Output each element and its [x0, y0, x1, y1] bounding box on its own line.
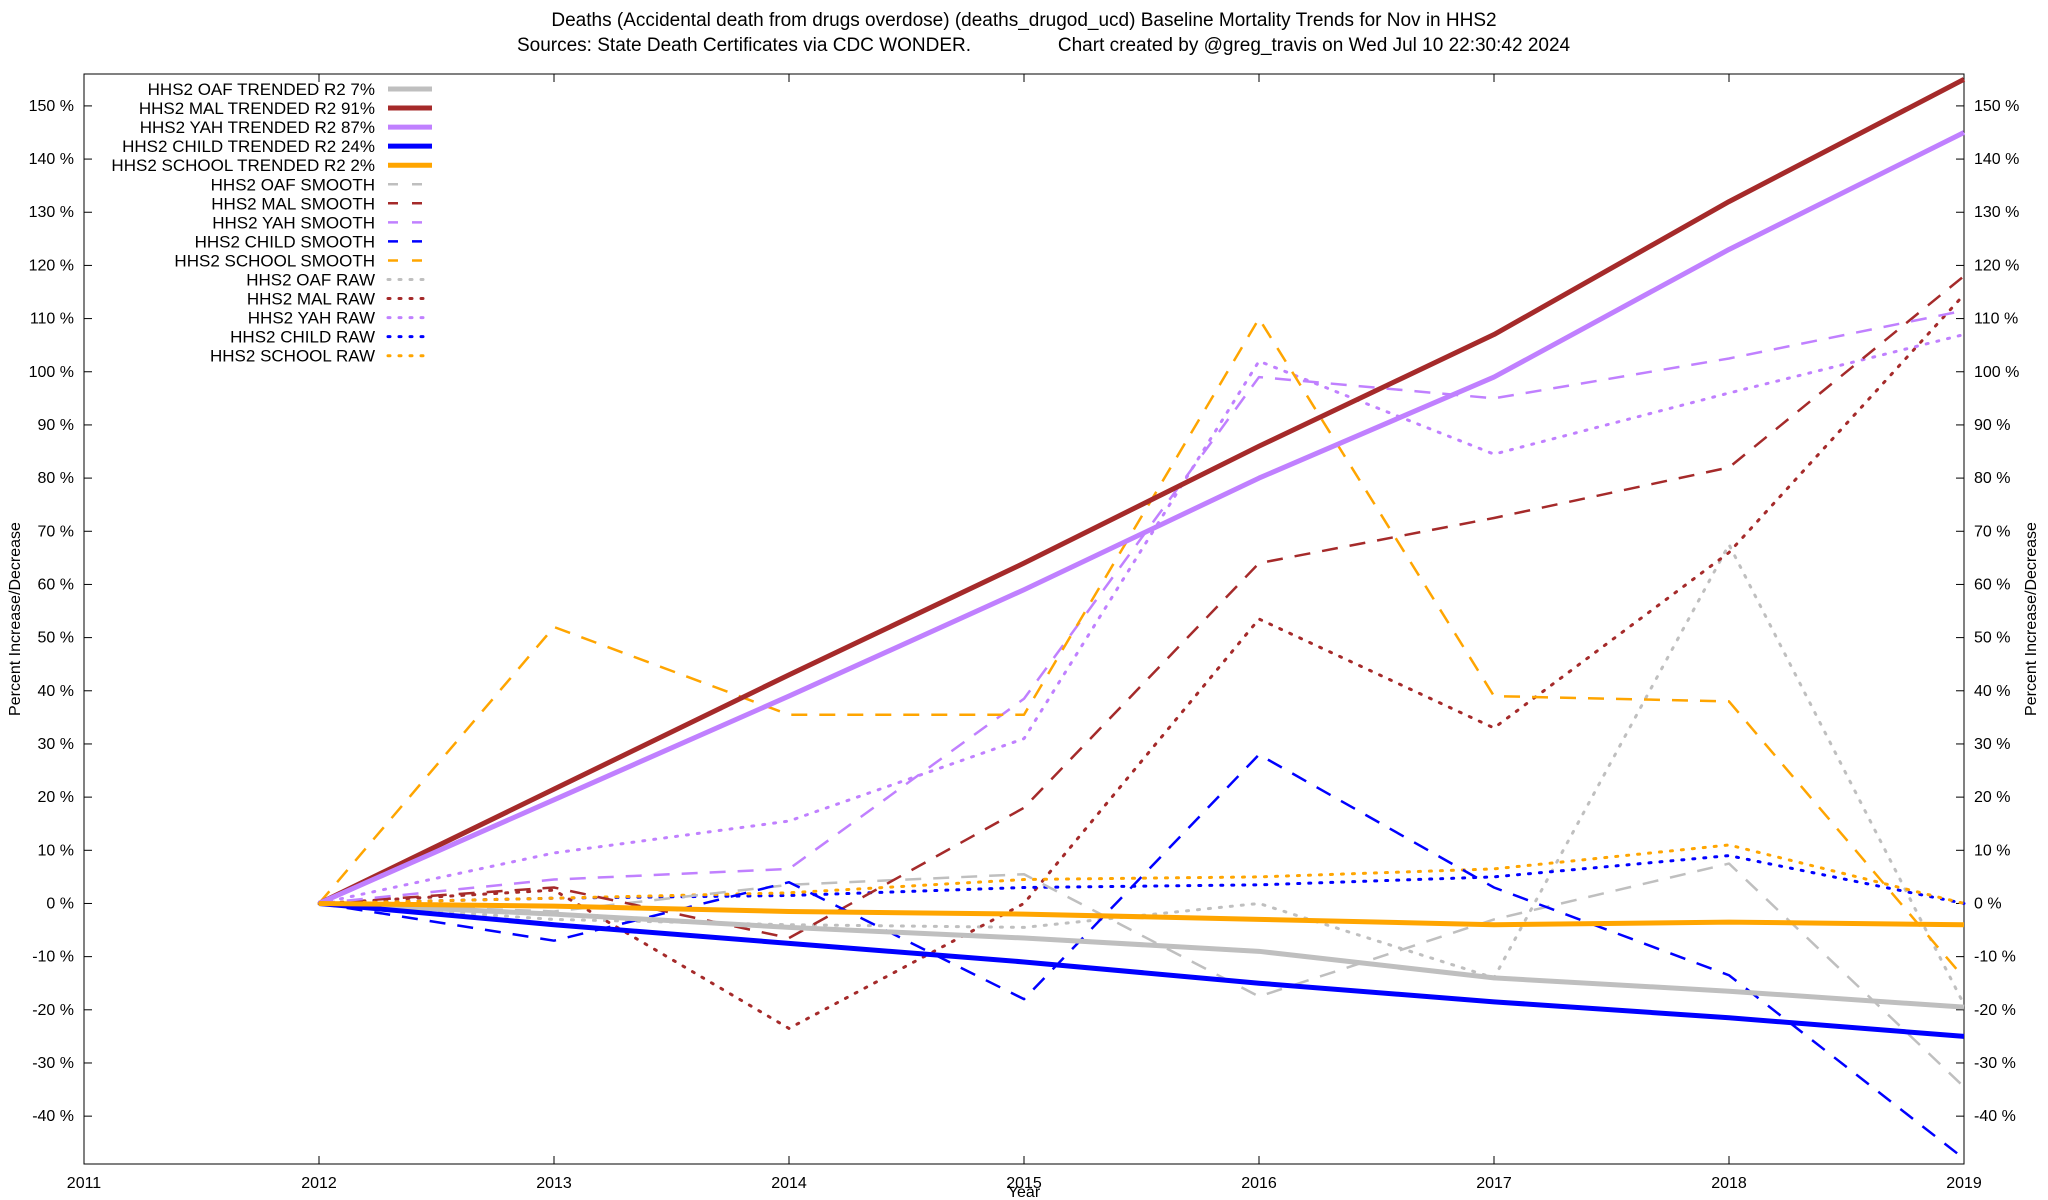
y-tick-label-right: 100 %	[1974, 364, 2019, 381]
y-tick-label-left: 0 %	[46, 895, 74, 912]
y-tick-label-right: 60 %	[1974, 576, 2010, 593]
y-tick-label-left: 60 %	[38, 576, 74, 593]
x-tick-label: 2016	[1241, 1175, 1277, 1192]
legend-label-hhs2-yah-trended-r2-87: HHS2 YAH TRENDED R2 87%	[140, 118, 375, 137]
y-tick-label-right: -30 %	[1974, 1055, 2016, 1072]
series-line-hhs2-yah-trended-r2-87	[317, 130, 1966, 906]
series-line-hhs2-child-smooth	[318, 753, 1965, 1160]
y-tick-label-right: 150 %	[1974, 98, 2019, 115]
series-line-hhs2-child-trended-r2-24	[318, 900, 1965, 1039]
x-tick-label: 2019	[1946, 1175, 1982, 1192]
y-tick-label-left: 110 %	[30, 311, 74, 328]
series-line-hhs2-oaf-trended-r2-7	[318, 900, 1965, 1010]
legend-label-hhs2-oaf-trended-r2-7: HHS2 OAF TRENDED R2 7%	[148, 80, 375, 99]
y-tick-label-right: 0 %	[1974, 895, 2002, 912]
chart-title: Deaths (Accidental death from drugs over…	[551, 10, 1496, 31]
legend-label-hhs2-yah-raw: HHS2 YAH RAW	[248, 309, 375, 328]
legend-label-hhs2-mal-trended-r2-91: HHS2 MAL TRENDED R2 91%	[139, 99, 375, 118]
series-line-hhs2-yah-raw	[317, 333, 1966, 905]
legend-label-hhs2-oaf-smooth: HHS2 OAF SMOOTH	[211, 175, 375, 194]
y-tick-label-right: -10 %	[1974, 949, 2016, 966]
y-tick-label-right: 10 %	[1974, 842, 2010, 859]
y-tick-label-left: 80 %	[38, 470, 74, 487]
series-line-hhs2-mal-raw	[317, 293, 1966, 1030]
x-tick-label: 2013	[536, 1175, 572, 1192]
y-tick-label-left: 140 %	[29, 151, 74, 168]
legend-label-hhs2-school-trended-r2-2: HHS2 SCHOOL TRENDED R2 2%	[111, 156, 375, 175]
legend-label-hhs2-mal-smooth: HHS2 MAL SMOOTH	[211, 194, 375, 213]
legend-label-hhs2-oaf-raw: HHS2 OAF RAW	[246, 271, 375, 290]
y-axis-label-right: Percent Increase/Decrease	[2023, 522, 2040, 716]
series-line-hhs2-school-raw	[317, 843, 1966, 905]
y-tick-label-left: 30 %	[38, 736, 74, 753]
series-line-hhs2-school-trended-r2-2	[318, 900, 1965, 928]
series-line-hhs2-mal-smooth	[318, 275, 1965, 940]
y-tick-label-right: 80 %	[1974, 470, 2010, 487]
x-tick-label: 2017	[1476, 1175, 1512, 1192]
series-line-hhs2-mal-trended-r2-91	[317, 77, 1966, 906]
y-tick-label-left: 120 %	[29, 257, 74, 274]
series-layer	[317, 77, 1966, 1160]
x-axis-label: Year	[1008, 1184, 1041, 1200]
axis-ticks: 2011 2012 2013 2014 2015 2016 2017 2018 2019 -40 …	[29, 74, 2019, 1192]
y-tick-label-right: 140 %	[1974, 151, 2019, 168]
y-tick-label-left: 40 %	[38, 683, 74, 700]
y-tick-label-right: 110 %	[1974, 311, 2018, 328]
series-line-hhs2-oaf-smooth	[318, 862, 1965, 1088]
y-axis-label-left: Percent Increase/Decrease	[7, 522, 24, 716]
y-tick-label-right: 130 %	[1974, 204, 2019, 221]
x-tick-label: 2014	[771, 1175, 807, 1192]
legend-label-hhs2-school-raw: HHS2 SCHOOL RAW	[210, 347, 375, 366]
y-tick-label-left: 70 %	[38, 523, 74, 540]
y-tick-label-left: 50 %	[38, 630, 74, 647]
y-tick-label-right: 50 %	[1974, 630, 2010, 647]
y-tick-label-right: 120 %	[1974, 257, 2019, 274]
y-tick-label-right: -40 %	[1974, 1108, 2016, 1125]
y-tick-label-left: 150 %	[29, 98, 74, 115]
legend-label-hhs2-school-smooth: HHS2 SCHOOL SMOOTH	[174, 251, 375, 270]
y-tick-label-left: -10 %	[32, 949, 74, 966]
series-line-hhs2-school-smooth	[318, 317, 1965, 979]
y-tick-label-right: 20 %	[1974, 789, 2010, 806]
series-line-hhs2-child-raw	[317, 854, 1966, 905]
y-tick-label-right: 30 %	[1974, 736, 2010, 753]
y-tick-label-left: 100 %	[29, 364, 74, 381]
legend-label-hhs2-mal-raw: HHS2 MAL RAW	[247, 290, 375, 309]
series-line-hhs2-yah-smooth	[318, 309, 1965, 905]
legend-label-hhs2-child-trended-r2-24: HHS2 CHILD TRENDED R2 24%	[122, 137, 375, 156]
y-tick-label-right: 40 %	[1974, 683, 2010, 700]
y-tick-label-right: -20 %	[1974, 1002, 2016, 1019]
chart-source-note: Sources: State Death Certificates via CD…	[517, 35, 971, 56]
y-tick-label-right: 90 %	[1974, 417, 2010, 434]
legend: HHS2 OAF TRENDED R2 7%HHS2 MAL TRENDED R…	[111, 80, 434, 366]
series-line-hhs2-oaf-raw	[317, 543, 1966, 1006]
legend-label-hhs2-child-smooth: HHS2 CHILD SMOOTH	[195, 232, 375, 251]
y-tick-label-left: 10 %	[38, 842, 74, 859]
y-tick-label-left: 20 %	[38, 789, 74, 806]
x-tick-label: 2011	[67, 1175, 102, 1192]
x-tick-label: 2012	[301, 1175, 337, 1192]
x-tick-label: 2015	[1006, 1175, 1042, 1192]
y-tick-label-right: 70 %	[1974, 523, 2010, 540]
y-tick-label-left: -40 %	[32, 1108, 74, 1125]
legend-label-hhs2-child-raw: HHS2 CHILD RAW	[230, 328, 375, 347]
chart-titles: Deaths (Accidental death from drugs over…	[517, 10, 1571, 56]
y-tick-label-left: 90 %	[38, 417, 74, 434]
y-tick-label-left: -30 %	[32, 1055, 74, 1072]
chart-credit-note: Chart created by @greg_travis on Wed Jul…	[1058, 35, 1571, 56]
x-tick-label: 2018	[1711, 1175, 1747, 1192]
y-tick-label-left: -20 %	[32, 1002, 74, 1019]
legend-label-hhs2-yah-smooth: HHS2 YAH SMOOTH	[212, 213, 375, 232]
y-tick-label-left: 130 %	[29, 204, 74, 221]
